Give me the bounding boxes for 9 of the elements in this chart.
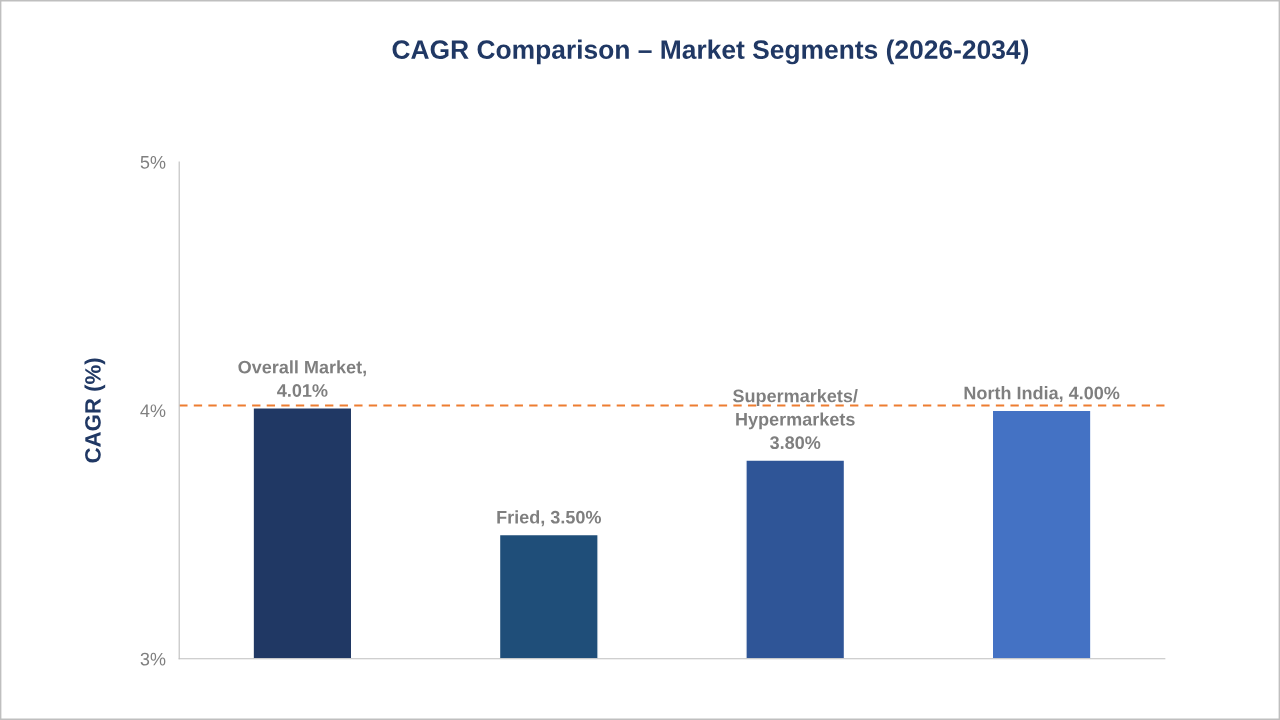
data-label: Overall Market, 4.01% <box>238 360 366 397</box>
y-axis-title: CAGR (%) <box>84 358 106 463</box>
data-label: Fried, 3.50% <box>497 510 602 527</box>
y-tick-label: 5% <box>140 156 166 169</box>
y-tick-label: 4% <box>140 404 166 418</box>
y-tick-label: 3% <box>140 652 166 666</box>
chart-title: CAGR Comparison – Market Segments (2026-2034) <box>392 39 1029 65</box>
data-label: North India, 4.00% <box>964 386 1120 402</box>
data-label: Supermarkets/ Hypermarkets 3.80% <box>733 389 858 450</box>
